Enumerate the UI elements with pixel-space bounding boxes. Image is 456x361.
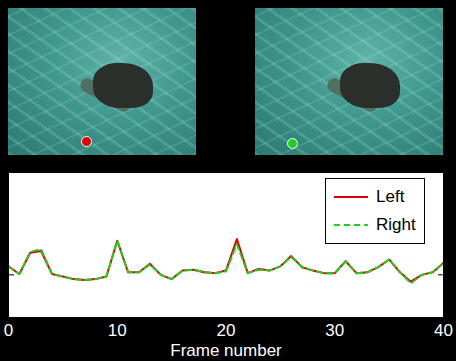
svg-text:0: 0 [4, 321, 13, 340]
svg-text:20: 20 [217, 321, 236, 340]
html-text:Left: Left [376, 187, 405, 206]
svg-text:Frame number: Frame number [170, 341, 282, 360]
svg-text:10: 10 [108, 321, 127, 340]
svg-text:40: 40 [434, 321, 453, 340]
html-text:Right: Right [376, 215, 416, 234]
svg-text:30: 30 [325, 321, 344, 340]
